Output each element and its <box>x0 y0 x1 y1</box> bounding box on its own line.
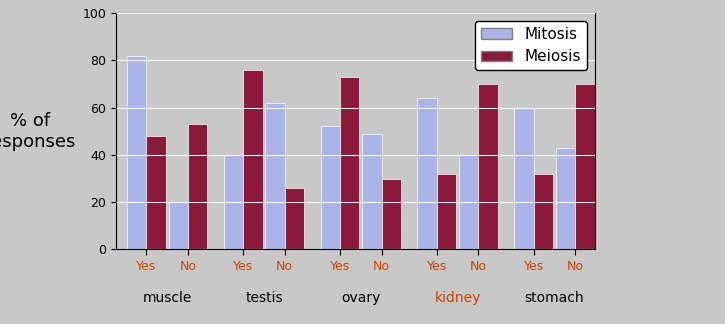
Y-axis label: % of
responses: % of responses <box>0 112 75 151</box>
Bar <box>243 70 262 249</box>
Bar <box>224 155 243 249</box>
Bar <box>478 84 497 249</box>
Text: muscle: muscle <box>143 291 192 305</box>
Bar <box>265 103 285 249</box>
Bar <box>168 202 188 249</box>
Bar <box>340 77 360 249</box>
Text: stomach: stomach <box>525 291 584 305</box>
Bar <box>575 84 594 249</box>
Bar <box>285 188 304 249</box>
Bar <box>556 148 575 249</box>
Text: ovary: ovary <box>341 291 381 305</box>
Text: kidney: kidney <box>434 291 481 305</box>
Bar <box>418 98 437 249</box>
Bar <box>459 155 478 249</box>
Bar <box>381 179 401 249</box>
Bar <box>437 174 456 249</box>
Bar <box>362 133 381 249</box>
Text: testis: testis <box>245 291 283 305</box>
Bar <box>146 136 166 249</box>
Bar <box>514 108 534 249</box>
Bar <box>127 55 146 249</box>
Bar <box>534 174 553 249</box>
Bar <box>320 126 340 249</box>
Legend: Mitosis, Meiosis: Mitosis, Meiosis <box>476 21 587 70</box>
Bar <box>188 124 207 249</box>
